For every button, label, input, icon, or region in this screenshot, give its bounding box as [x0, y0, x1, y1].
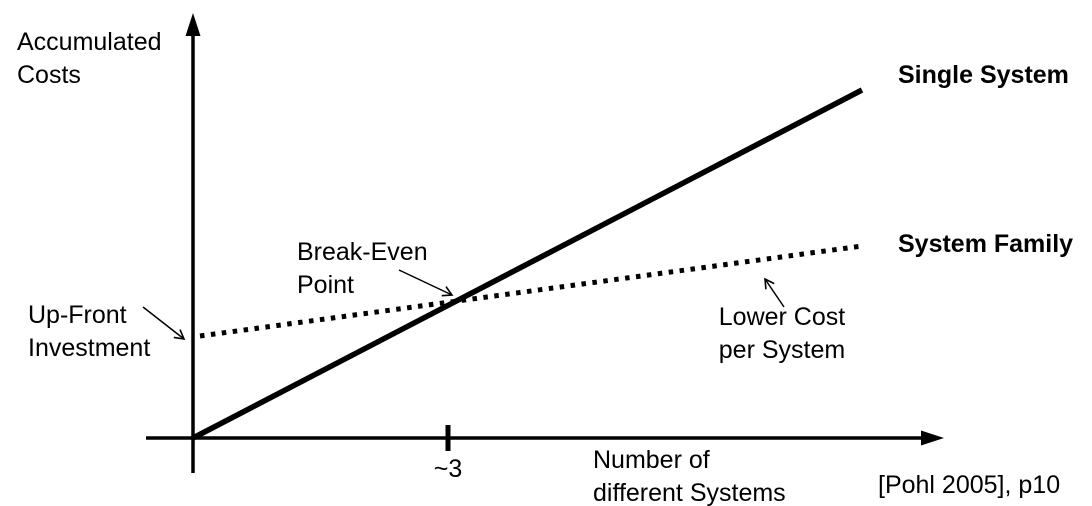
y-axis-label: Accumulated Costs [17, 28, 162, 89]
citation: [Pohl 2005], p10 [878, 471, 1061, 499]
system-family-line [199, 243, 863, 339]
x-axis-label: Number of different Systems [593, 446, 786, 506]
lower-cost-arrow [764, 277, 785, 308]
up-front-annotation: Up-Front Investment [28, 301, 151, 362]
y-axis-arrowhead [185, 13, 201, 36]
x-tick-label: ~3 [433, 455, 463, 483]
break-even-arrow [398, 269, 454, 297]
single-system-line [191, 87, 864, 441]
series-label-system-family: System Family [898, 230, 1074, 258]
x-axis-arrowhead [921, 430, 944, 446]
break-even-annotation: Break-Even Point [297, 238, 428, 299]
lower-cost-annotation: Lower Cost per System [718, 303, 846, 364]
up-front-arrow [142, 306, 186, 341]
series-label-single-system: Single System [898, 61, 1069, 89]
